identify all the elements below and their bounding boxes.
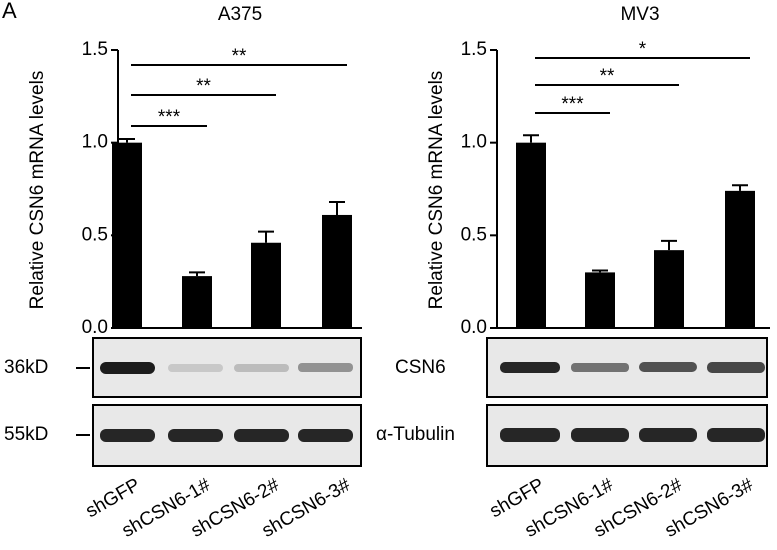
significance-label: * xyxy=(639,39,647,60)
significance-label: ** xyxy=(196,76,211,97)
bar xyxy=(725,190,755,328)
y-tick-label: 0.5 xyxy=(461,224,487,245)
bar xyxy=(322,214,352,328)
bar xyxy=(112,142,142,328)
marker-label: 36kD xyxy=(4,357,48,378)
bar xyxy=(585,272,615,328)
chart-title: MV3 xyxy=(620,4,659,25)
protein-label: CSN6 xyxy=(395,357,446,378)
error-bar xyxy=(119,137,135,143)
y-tick-label: 1.0 xyxy=(82,132,108,153)
significance-label: *** xyxy=(561,94,584,115)
bar xyxy=(182,276,212,328)
panel-label: A xyxy=(2,0,17,23)
error-bar xyxy=(732,184,748,191)
bar xyxy=(654,250,684,328)
y-axis-label: Relative CSN6 mRNA levels xyxy=(426,71,447,310)
significance-label: ** xyxy=(232,46,247,67)
y-tick-label: 1.5 xyxy=(82,39,108,60)
western-blots xyxy=(76,337,768,467)
bands xyxy=(100,362,765,442)
y-axis-label: Relative CSN6 mRNA levels xyxy=(27,71,48,310)
error-bar xyxy=(523,134,539,143)
y-tick-label: 0.5 xyxy=(82,224,108,245)
error-bar xyxy=(661,239,677,251)
error-bar xyxy=(258,230,274,243)
bar xyxy=(251,242,281,328)
significance-label: ** xyxy=(600,66,615,87)
y-tick-label: 0.0 xyxy=(82,317,108,338)
bar xyxy=(516,142,546,328)
marker-label: 55kD xyxy=(4,424,48,445)
significance-label: *** xyxy=(158,107,181,128)
y-tick-label: 0.0 xyxy=(461,317,487,338)
chart-title: A375 xyxy=(218,4,262,25)
error-bar xyxy=(189,271,205,277)
y-tick-label: 1.0 xyxy=(461,132,487,153)
error-bar xyxy=(329,200,345,215)
error-bar xyxy=(592,269,608,273)
protein-label: α-Tubulin xyxy=(376,424,455,445)
y-tick-label: 1.5 xyxy=(461,39,487,60)
